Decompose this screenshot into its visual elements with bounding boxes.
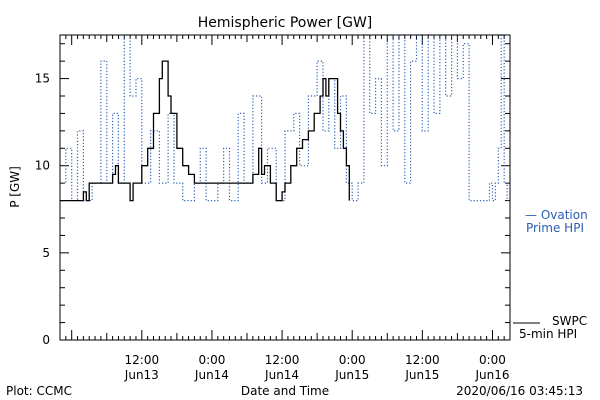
- legend-swpc-line2: 5-min HPI: [519, 327, 577, 341]
- x-tick-label-date: Jun14: [264, 368, 299, 382]
- x-tick-label-date: Jun14: [194, 368, 229, 382]
- legend-swpc-line1: SWPC: [552, 314, 587, 328]
- chart-title: Hemispheric Power [GW]: [198, 15, 373, 31]
- x-axis: 12:00Jun130:00Jun1412:00Jun140:00Jun1512…: [59, 35, 511, 382]
- x-tick-label-time: 0:00: [479, 353, 506, 367]
- legend-ovation-line1: — Ovation: [525, 208, 588, 222]
- x-tick-label-date: Jun16: [474, 368, 509, 382]
- x-tick-label-time: 0:00: [198, 353, 225, 367]
- y-tick-label: 0: [42, 333, 50, 347]
- x-tick-label-time: 0:00: [339, 353, 366, 367]
- x-axis-label: Date and Time: [241, 384, 329, 398]
- x-tick-label-date: Jun15: [404, 368, 439, 382]
- legend-ovation-line2: Prime HPI: [526, 221, 584, 235]
- y-axis-label: P [GW]: [8, 166, 22, 208]
- x-tick-label-date: Jun13: [124, 368, 159, 382]
- plot-frame: [59, 34, 511, 341]
- y-tick-label: 15: [35, 72, 50, 86]
- y-axis: 0 5 10 15: [35, 43, 510, 347]
- footer-timestamp: 2020/06/16 03:45:13: [456, 384, 583, 398]
- series-ovation-line: [60, 34, 510, 202]
- legend: — Ovation Prime HPI SWPC 5-min HPI: [513, 208, 588, 341]
- series-layer: [60, 34, 510, 202]
- x-tick-label-time: 12:00: [265, 353, 300, 367]
- series-swpc-line: [60, 60, 350, 202]
- footer-plot-credit: Plot: CCMC: [6, 384, 72, 398]
- x-tick-label-date: Jun15: [334, 368, 369, 382]
- x-tick-label-time: 12:00: [125, 353, 160, 367]
- x-tick-label-time: 12:00: [405, 353, 440, 367]
- y-tick-label: 5: [42, 246, 50, 260]
- y-tick-label: 10: [35, 159, 50, 173]
